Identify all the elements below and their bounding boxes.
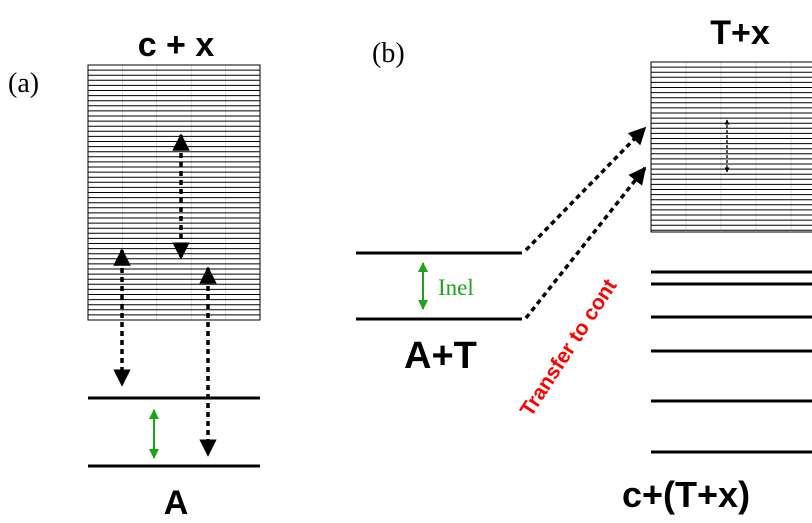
panel-b-lower-label: c+(T+x) <box>622 474 750 515</box>
panel-a-bound-label: A <box>164 484 189 522</box>
panel-b-channel-label: A+T <box>404 335 477 377</box>
panel-b-transfer-arrow-lower <box>524 166 647 320</box>
panel-a-continuum-label: c + x <box>138 26 215 64</box>
panel-a: (a) c + x A <box>8 26 261 522</box>
panel-b-inelastic-label: Inel <box>438 275 474 300</box>
panel-b-tag: (b) <box>372 38 405 69</box>
panel-b-continuum-label: T+x <box>710 14 770 52</box>
panel-a-tag: (a) <box>8 68 39 99</box>
panel-b-lower-levels <box>651 270 812 454</box>
panel-b: (b) T+x Inel A+T Transfer to cont c+(T+x… <box>356 14 812 515</box>
panel-b-transfer-label: Transfer to cont <box>516 275 622 421</box>
panel-b-transfer-arrow-upper <box>524 126 647 252</box>
panel-b-continuum-band <box>650 61 812 233</box>
panel-a-continuum-band <box>87 64 261 321</box>
